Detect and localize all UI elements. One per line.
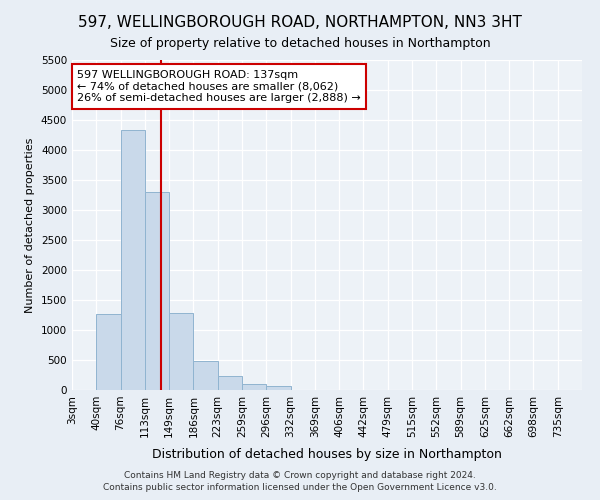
Bar [96, 314, 121, 390]
Bar [242, 384, 266, 390]
Bar [218, 376, 242, 390]
Bar [121, 130, 145, 390]
Text: Contains HM Land Registry data © Crown copyright and database right 2024.
Contai: Contains HM Land Registry data © Crown c… [103, 471, 497, 492]
Text: Size of property relative to detached houses in Northampton: Size of property relative to detached ho… [110, 38, 490, 51]
Y-axis label: Number of detached properties: Number of detached properties [25, 138, 35, 312]
Bar [193, 360, 218, 390]
Bar [169, 313, 193, 390]
Text: 597 WELLINGBOROUGH ROAD: 137sqm
← 74% of detached houses are smaller (8,062)
26%: 597 WELLINGBOROUGH ROAD: 137sqm ← 74% of… [77, 70, 361, 103]
Bar [266, 386, 290, 390]
Bar [145, 192, 169, 390]
Text: 597, WELLINGBOROUGH ROAD, NORTHAMPTON, NN3 3HT: 597, WELLINGBOROUGH ROAD, NORTHAMPTON, N… [78, 15, 522, 30]
X-axis label: Distribution of detached houses by size in Northampton: Distribution of detached houses by size … [152, 448, 502, 461]
